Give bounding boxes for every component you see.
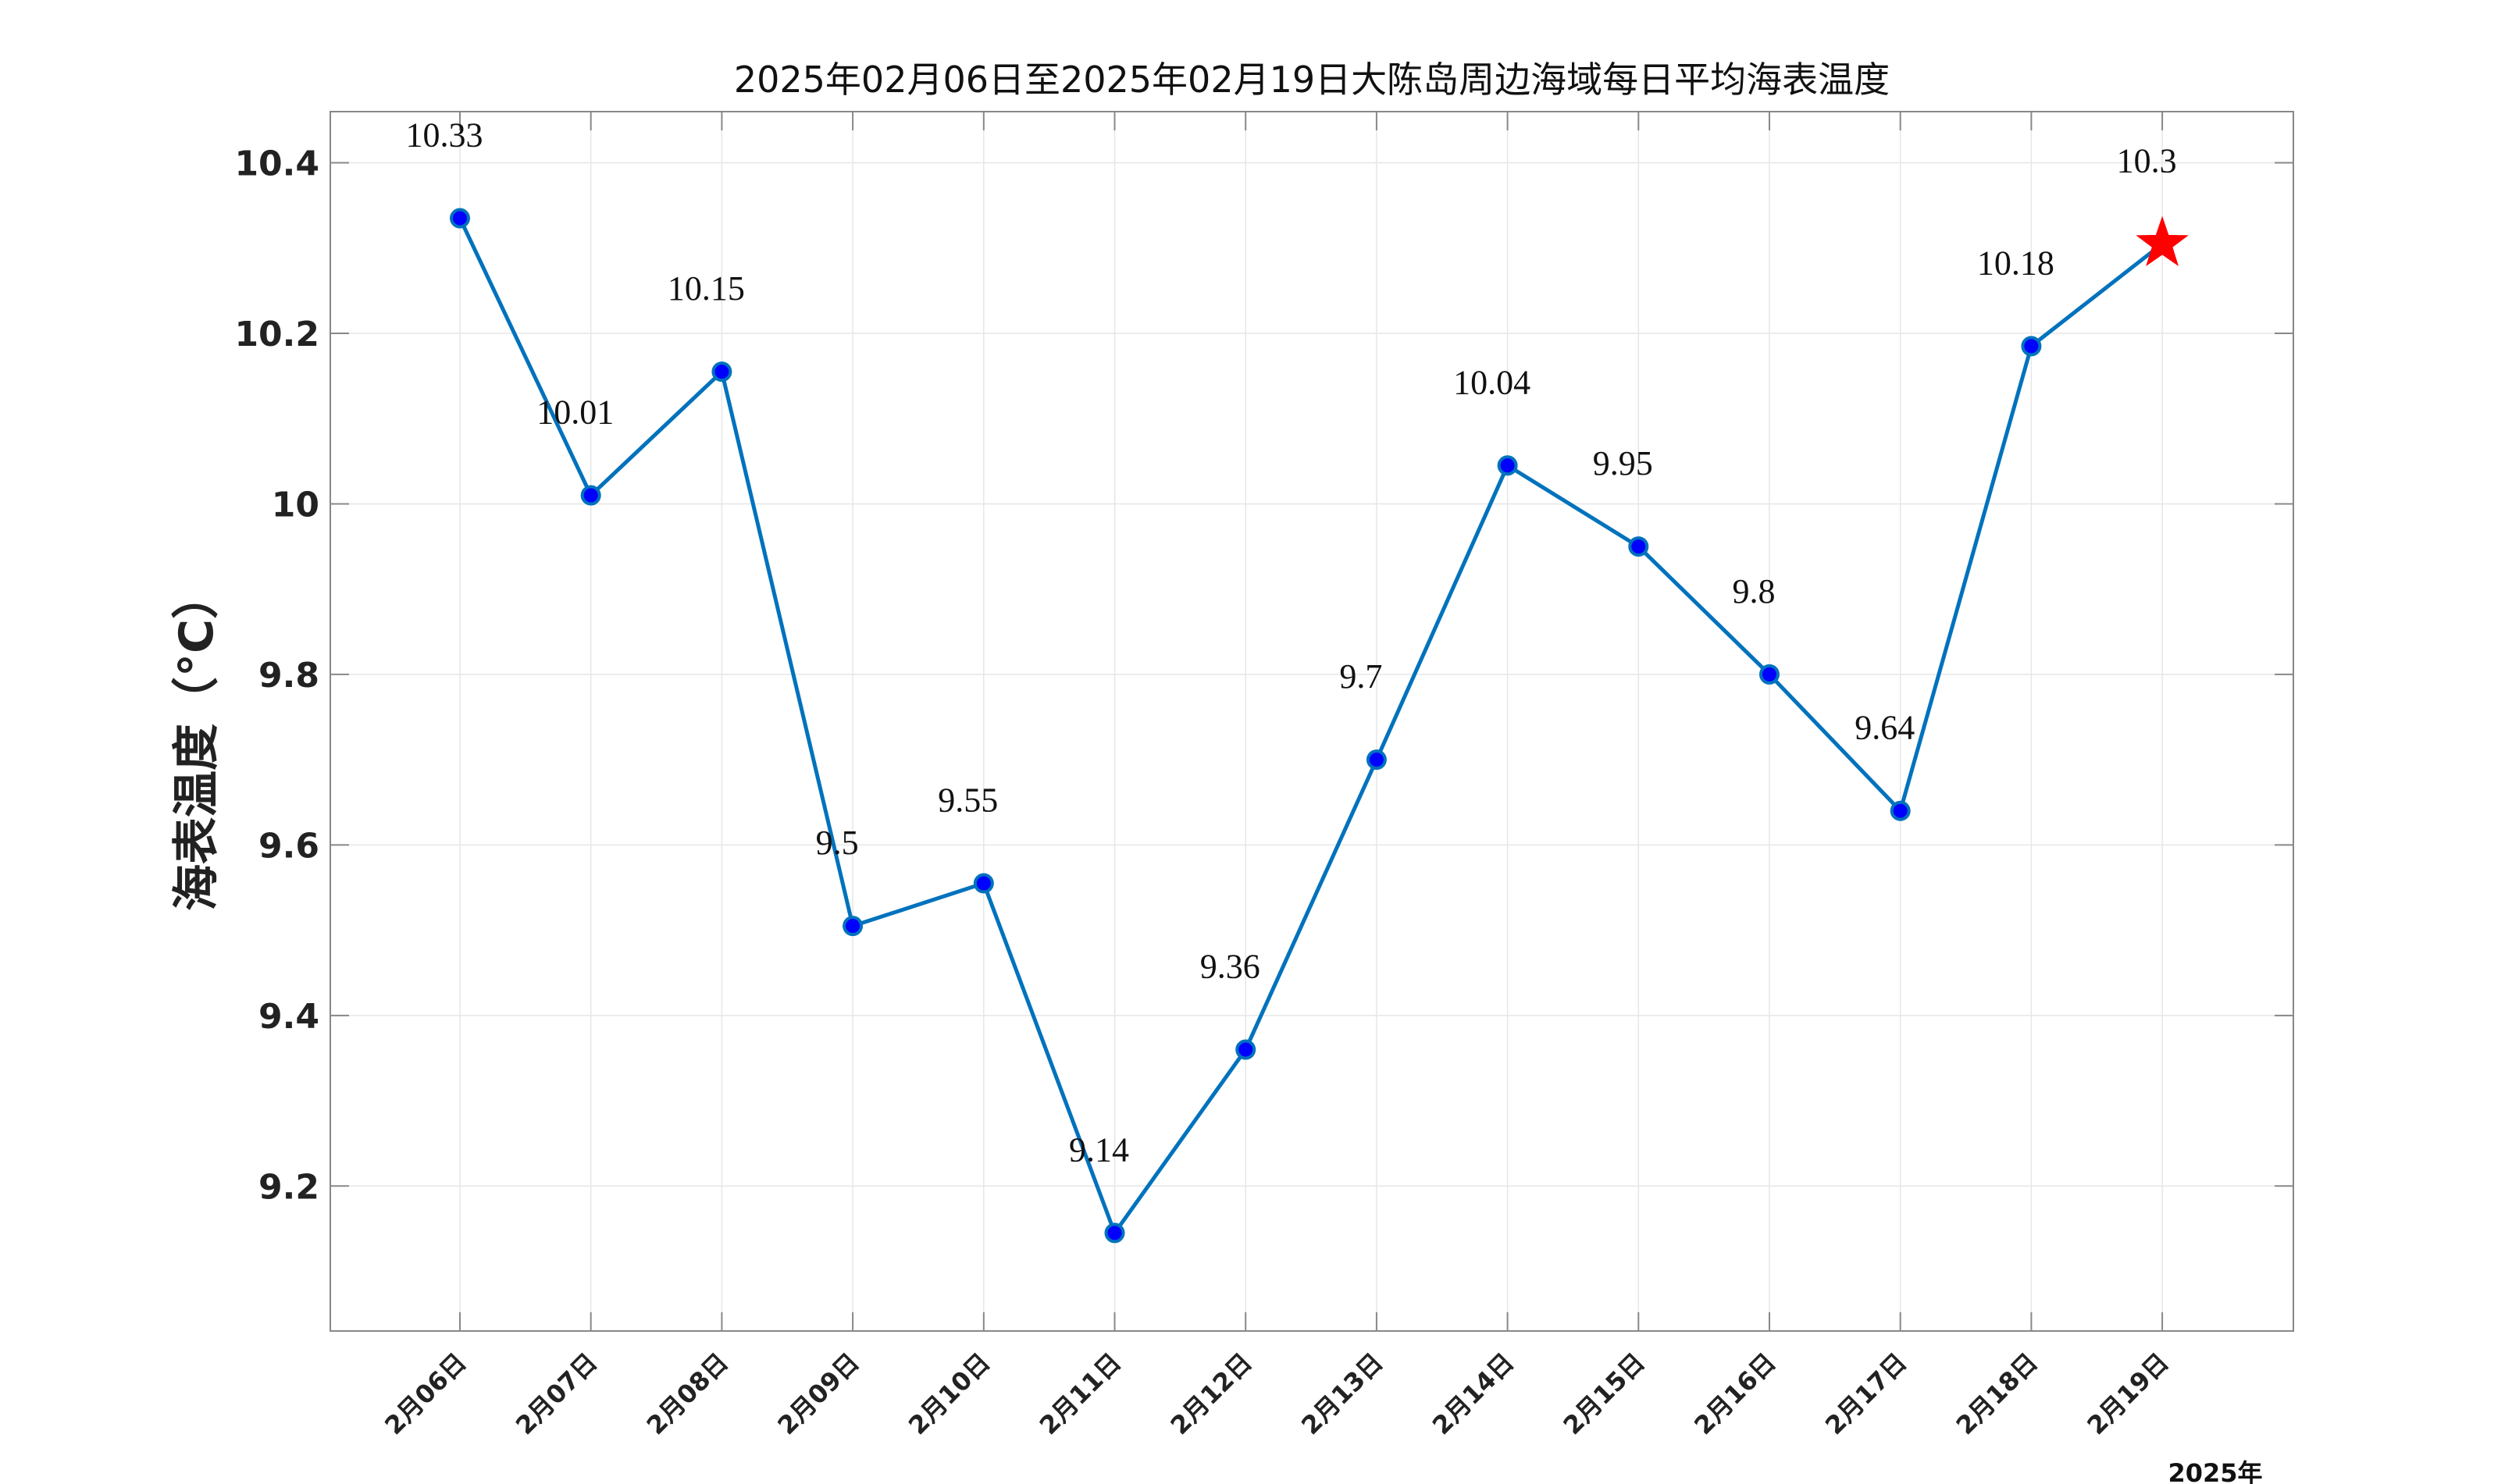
data-label: 9.64 bbox=[1855, 709, 1915, 747]
y-tick-labels: 9.2 9.4 9.6 9.8 10 10.2 10.4 bbox=[234, 144, 319, 1208]
data-label: 10.18 bbox=[1977, 244, 2054, 282]
data-label: 9.7 bbox=[1339, 657, 1382, 696]
axis-ticks bbox=[330, 112, 2293, 1331]
y-axis-label: 海表温度（°C） bbox=[169, 572, 224, 911]
data-label: 9.36 bbox=[1200, 948, 1260, 986]
data-label: 10.01 bbox=[536, 393, 614, 432]
data-point bbox=[1890, 800, 1911, 821]
year-label: 2025年 bbox=[2168, 1458, 2262, 1484]
data-label: 9.5 bbox=[816, 824, 859, 862]
data-label: 10.33 bbox=[406, 116, 483, 155]
data-label: 9.14 bbox=[1069, 1130, 1129, 1169]
data-labels: 10.33 10.01 10.15 9.5 9.55 9.14 9.36 9.7 10.04 9.… bbox=[406, 116, 2177, 1169]
data-point bbox=[580, 485, 601, 506]
data-label: 9.55 bbox=[938, 781, 998, 820]
y-tick-label: 9.2 bbox=[258, 1167, 319, 1207]
data-point bbox=[843, 916, 864, 937]
data-point bbox=[1366, 749, 1387, 770]
y-tick-label: 9.4 bbox=[258, 997, 319, 1037]
data-point bbox=[1628, 536, 1649, 557]
data-point bbox=[2021, 336, 2042, 357]
data-label: 10.3 bbox=[2117, 141, 2177, 180]
series-sst bbox=[450, 208, 2189, 1244]
highlight-star-point bbox=[2136, 215, 2189, 267]
data-point bbox=[450, 208, 470, 229]
data-point bbox=[1759, 664, 1780, 685]
y-tick-label: 10.2 bbox=[234, 315, 319, 354]
data-point bbox=[711, 361, 732, 383]
grid-lines bbox=[330, 112, 2293, 1331]
y-tick-label: 10.4 bbox=[234, 144, 319, 184]
series-line bbox=[458, 217, 2164, 1235]
data-point bbox=[1104, 1222, 1125, 1244]
data-label: 9.8 bbox=[1733, 572, 1776, 610]
data-label: 10.04 bbox=[1453, 363, 1530, 401]
y-tick-label: 9.6 bbox=[258, 826, 319, 866]
data-point bbox=[1235, 1039, 1256, 1060]
chart-title: 2025年02月06日至2025年02月19日大陈岛周边海域每日平均海表温度 bbox=[734, 59, 1890, 101]
data-label: 9.95 bbox=[1593, 444, 1653, 482]
plot-frame bbox=[330, 111, 2294, 1332]
y-tick-label: 9.8 bbox=[258, 656, 319, 696]
data-label: 10.15 bbox=[668, 269, 745, 308]
y-tick-label: 10 bbox=[272, 485, 319, 525]
data-point bbox=[973, 873, 994, 894]
data-point bbox=[1497, 455, 1518, 476]
